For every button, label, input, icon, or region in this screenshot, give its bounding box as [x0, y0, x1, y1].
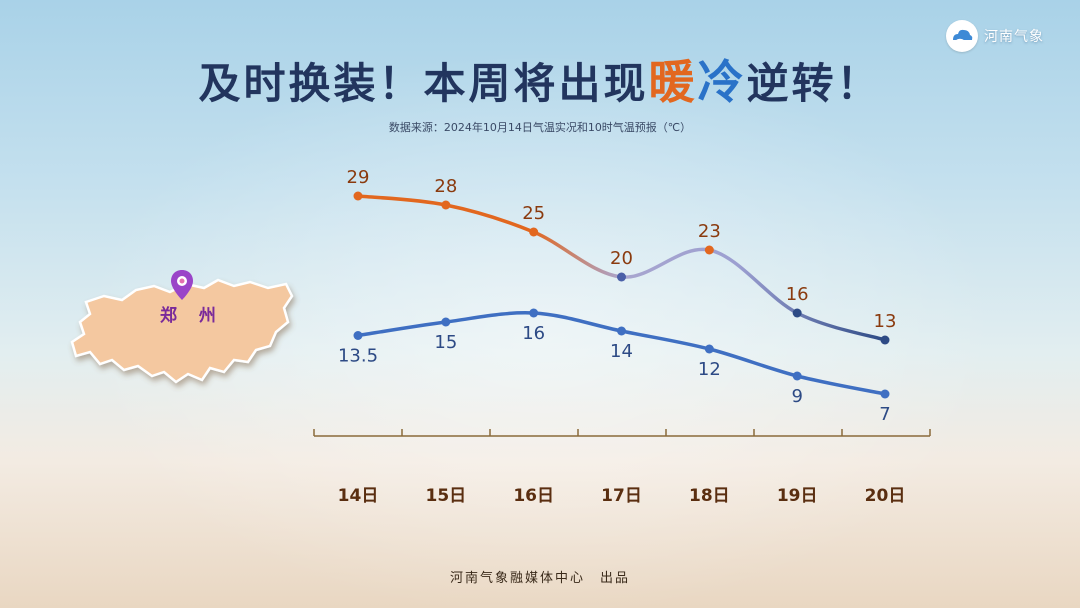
data-label-upper: 20 — [610, 248, 633, 269]
series-point-upper — [792, 308, 802, 318]
data-label-lower: 14 — [610, 341, 633, 362]
x-tick-label: 16日 — [513, 486, 554, 506]
data-label-upper: 16 — [786, 284, 809, 305]
data-label-lower: 15 — [434, 332, 457, 353]
title-cold-word: 冷 — [697, 55, 747, 109]
weather-cloud-logo-icon — [946, 20, 978, 52]
data-label-lower: 9 — [791, 386, 802, 407]
series-point-lower — [704, 344, 714, 354]
data-label-upper: 28 — [434, 176, 457, 197]
brand-badge: 河南气象 — [946, 20, 1044, 52]
x-tick-label: 17日 — [601, 486, 642, 506]
series-point-upper — [617, 272, 626, 282]
series-point-lower — [441, 317, 451, 327]
series-point-lower — [529, 308, 539, 318]
x-tick-label: 15日 — [425, 486, 466, 506]
x-tick-label: 18日 — [689, 486, 730, 506]
region-map: 郑 州 — [64, 266, 304, 396]
data-label-lower: 13.5 — [338, 346, 378, 367]
series-point-upper — [353, 191, 363, 201]
title-warm-word: 暖 — [648, 55, 698, 109]
data-label-lower: 16 — [522, 323, 545, 344]
data-label-upper: 29 — [347, 167, 370, 188]
footer-credit: 河南气象融媒体中心 出品 — [449, 571, 630, 586]
x-tick-label: 19日 — [777, 486, 818, 506]
brand-name: 河南气象 — [984, 29, 1044, 45]
x-tick-label: 20日 — [865, 486, 906, 506]
title-part1: 及时换装！本周将出现 — [198, 59, 649, 108]
data-source-note: 数据来源：2024年10月14日气温实况和10时气温预报（℃） — [388, 121, 692, 134]
series-point-upper — [880, 335, 890, 345]
series-point-lower — [617, 326, 626, 336]
series-point-lower — [880, 389, 890, 399]
data-label-upper: 13 — [874, 311, 897, 332]
series-point-upper — [529, 227, 539, 237]
series-point-lower — [792, 371, 802, 381]
series-point-upper — [441, 200, 451, 210]
data-label-lower: 7 — [879, 404, 890, 425]
location-pin-icon — [171, 270, 193, 300]
data-label-upper: 25 — [522, 203, 545, 224]
title-part2: 逆转！ — [746, 59, 882, 108]
series-point-lower — [353, 331, 363, 340]
series-point-upper — [704, 245, 714, 255]
data-label-upper: 23 — [698, 221, 721, 242]
page-title: 及时换装！本周将出现暖冷逆转！ — [0, 46, 1080, 112]
data-label-lower: 12 — [698, 359, 721, 380]
city-label: 郑 州 — [160, 306, 224, 326]
x-tick-label: 14日 — [338, 486, 379, 506]
